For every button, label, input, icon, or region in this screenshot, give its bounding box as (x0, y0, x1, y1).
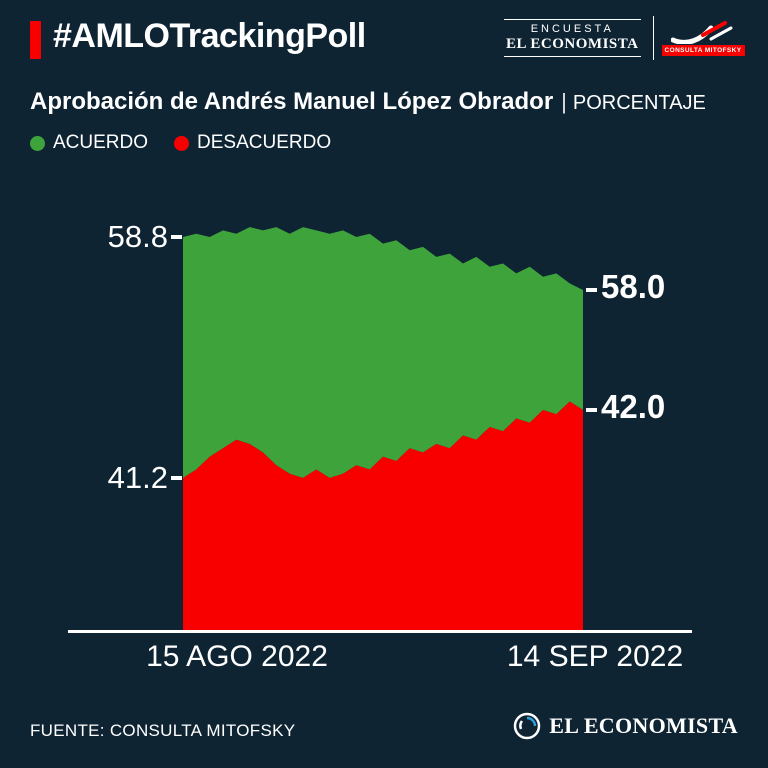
footer-brand-name: EL ECONOMISTA (549, 713, 738, 738)
x-axis-label-end: 14 SEP 2022 (506, 640, 684, 673)
tick-acuerdo-end (586, 288, 597, 292)
logo-divider (652, 16, 654, 60)
legend-label-acuerdo: ACUERDO (53, 132, 149, 153)
mitofsky-label: CONSULTA MITOFSKY (661, 45, 745, 56)
encuesta-label: ENCUESTA (530, 23, 614, 35)
legend-label-desacuerdo: DESACUERDO (197, 132, 332, 153)
chart-title-row: Aprobación de Andrés Manuel López Obrado… (30, 88, 750, 116)
legend-item-acuerdo: ACUERDO (30, 132, 148, 154)
acuerdo-area (183, 227, 583, 478)
red-legend-dot (174, 135, 190, 151)
legend: ACUERDO DESACUERDO (30, 132, 331, 154)
page-title: #AMLOTrackingPoll (53, 17, 366, 55)
el-economista-label: EL ECONOMISTA (506, 36, 639, 52)
chart-subtitle: PORCENTAJE (572, 92, 706, 114)
desacuerdo-end-value: 42.0 (601, 388, 666, 425)
chart-title: Aprobación de Andrés Manuel López Obrado… (30, 88, 554, 115)
el-economista-circle-icon (514, 712, 541, 740)
acuerdo-end-value: 58.0 (601, 268, 666, 305)
legend-item-desacuerdo: DESACUERDO (174, 132, 331, 154)
acuerdo-start-value: 58.8 (107, 219, 168, 254)
source-attribution: FUENTE: CONSULTA MITOFSKY (30, 721, 296, 740)
x-axis-label-start: 15 AGO 2022 (146, 640, 328, 673)
red-accent-bar (30, 21, 41, 59)
tick-acuerdo-start (171, 235, 182, 239)
mitofsky-swoosh-icon (671, 21, 733, 44)
desacuerdo-start-value: 41.2 (107, 460, 168, 495)
desacuerdo-area (183, 401, 583, 632)
x-axis-line (68, 630, 692, 633)
tick-desacuerdo-start (171, 476, 182, 480)
header-logos: ENCUESTA EL ECONOMISTA CONSULTA MITOFSKY (504, 16, 745, 60)
stacked-area-chart (183, 227, 583, 632)
title-separator: | (561, 89, 567, 114)
consulta-mitofsky-logo: CONSULTA MITOFSKY (661, 20, 745, 56)
green-legend-dot (30, 135, 45, 151)
el-economista-masthead: ENCUESTA EL ECONOMISTA (504, 19, 641, 57)
footer-brand: EL ECONOMISTA (513, 712, 738, 740)
tick-desacuerdo-end (586, 408, 597, 412)
